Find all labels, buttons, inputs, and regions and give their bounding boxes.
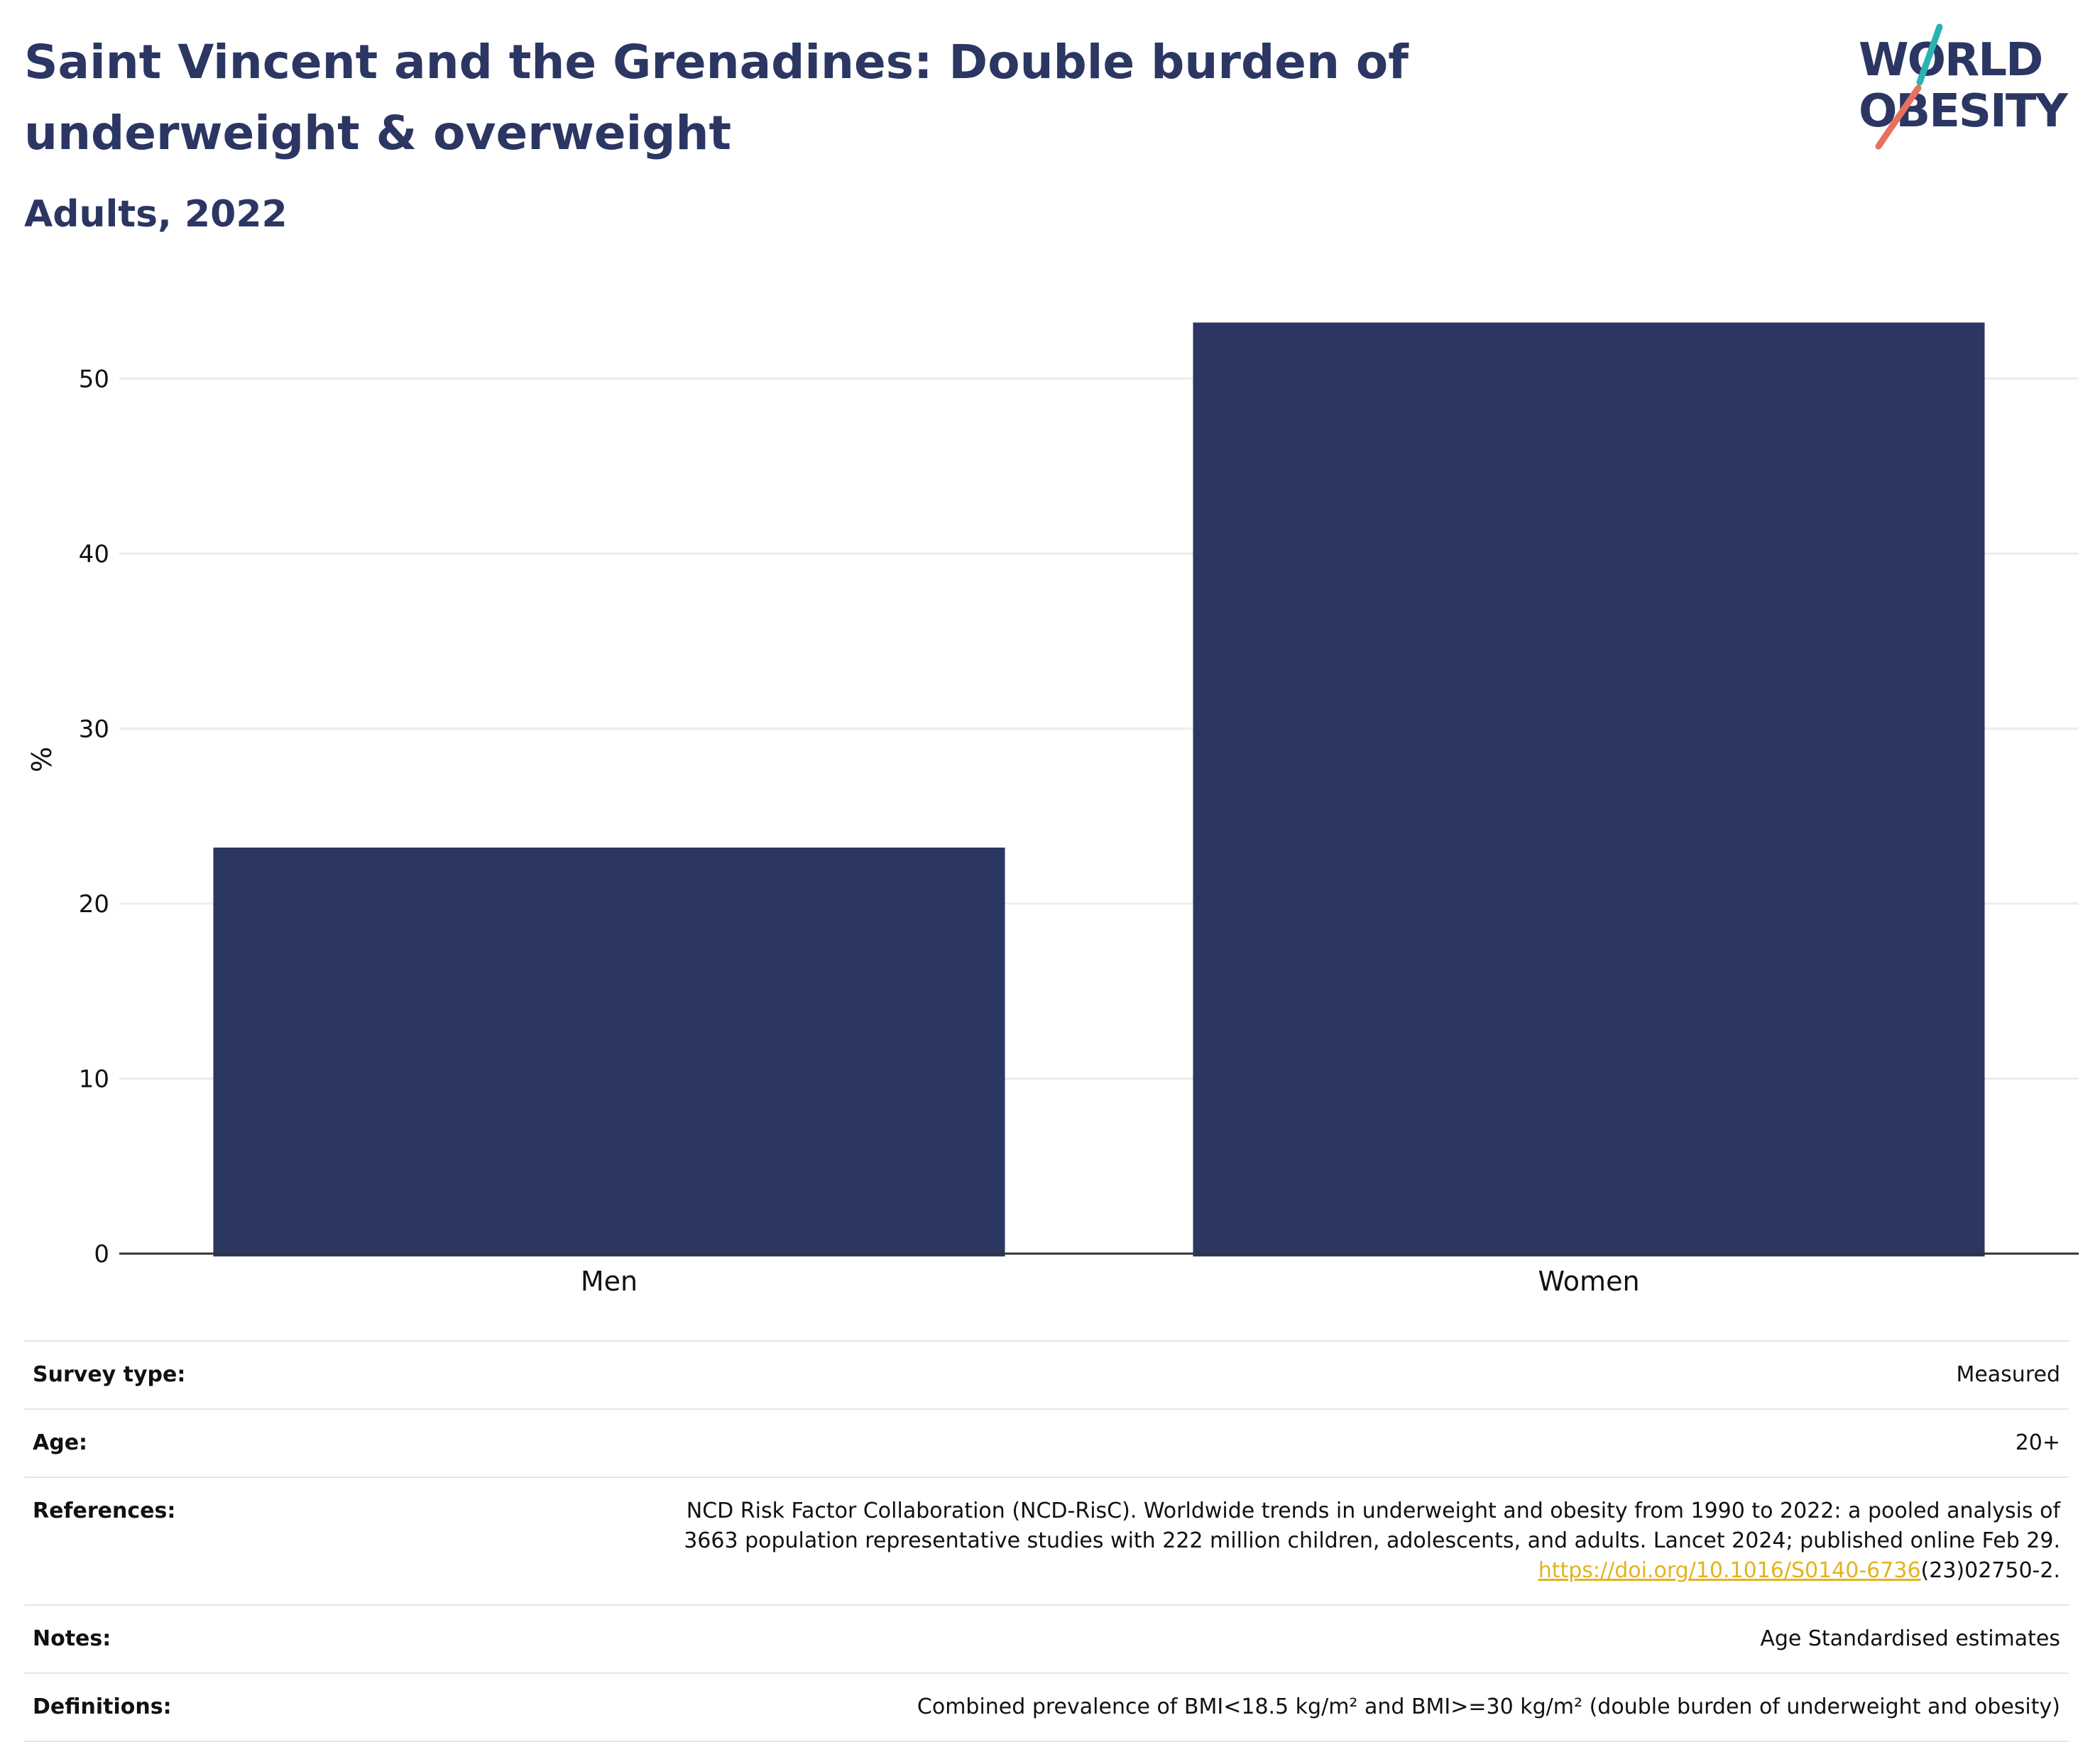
info-row-definitions: Definitions: Combined prevalence of BMI<…: [24, 1674, 2069, 1742]
references-value: NCD Risk Factor Collaboration (NCD-RisC)…: [684, 1496, 2060, 1586]
survey-type-value: Measured: [1956, 1362, 2060, 1387]
y-tick-label-50: 50: [79, 365, 109, 393]
world-obesity-logo: WORLD OBESITY: [1846, 20, 2087, 155]
references-link-suffix: (23)02750-2.: [1920, 1558, 2060, 1583]
info-row-notes: Notes: Age Standardised estimates: [24, 1606, 2069, 1674]
age-value: 20+: [2015, 1430, 2060, 1455]
age-label: Age:: [33, 1430, 88, 1455]
logo-slash-bottom: [1875, 84, 1922, 150]
y-tick-label-30: 30: [79, 715, 109, 743]
y-tick-label-20: 20: [79, 890, 109, 919]
notes-label: Notes:: [33, 1626, 111, 1651]
bar-chart: 0 10 20 30 40 50 Men Women %: [0, 270, 2100, 1320]
references-line2: 3663 population representative studies w…: [684, 1528, 2060, 1553]
y-tick-label-40: 40: [79, 540, 109, 569]
x-tick-label-women: Women: [1538, 1266, 1639, 1297]
info-row-age: Age: 20+: [24, 1410, 2069, 1478]
y-tick-label-10: 10: [79, 1065, 109, 1093]
references-doi-link[interactable]: https://doi.org/10.1016/S0140-6736: [1538, 1558, 1921, 1583]
references-line1: NCD Risk Factor Collaboration (NCD-RisC)…: [686, 1499, 2060, 1523]
survey-type-label: Survey type:: [33, 1362, 186, 1387]
references-label: References:: [33, 1499, 176, 1523]
chart-subtitle: Adults, 2022: [24, 193, 288, 236]
x-tick-label-men: Men: [581, 1266, 638, 1297]
bar-men: [213, 848, 1005, 1256]
info-table: Survey type: Measured Age: 20+ Reference…: [24, 1340, 2069, 1742]
info-row-references: References: NCD Risk Factor Collaboratio…: [24, 1478, 2069, 1606]
notes-value: Age Standardised estimates: [1760, 1626, 2060, 1651]
axes: 0 10 20 30 40 50 Men Women: [79, 365, 2079, 1297]
logo-line1: WORLD: [1859, 34, 2042, 87]
info-row-survey-type: Survey type: Measured: [24, 1342, 2069, 1410]
logo-slash-top: [1916, 23, 1943, 86]
bars: [213, 322, 1985, 1256]
chart-title: Saint Vincent and the Grenadines: Double…: [24, 35, 1409, 160]
y-tick-label-0: 0: [94, 1240, 109, 1269]
bar-women: [1193, 322, 1985, 1256]
y-axis-title: %: [26, 747, 58, 772]
definitions-label: Definitions:: [33, 1694, 172, 1719]
definitions-value: Combined prevalence of BMI<18.5 kg/m² an…: [917, 1694, 2060, 1719]
